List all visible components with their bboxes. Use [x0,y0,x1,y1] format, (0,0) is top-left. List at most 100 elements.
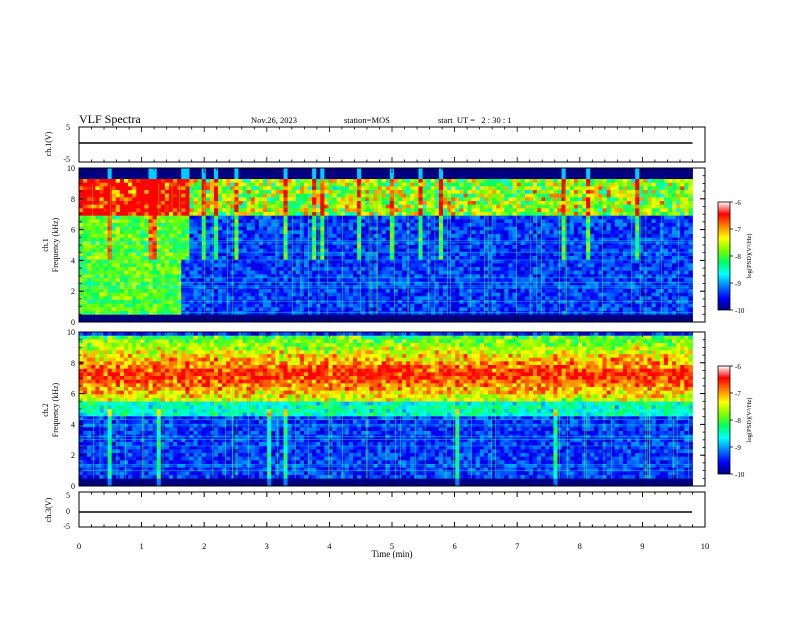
spectrogram-cell [108,293,112,297]
spectrogram-cell [328,256,332,260]
spectrogram-cell [271,186,275,190]
spectrogram-cell [537,208,541,212]
spectrogram-cell [185,208,189,212]
spectrogram-cell [361,300,365,304]
spectrogram-cell [99,172,103,176]
spectrogram-cell [116,304,120,308]
spectrogram-cell [288,296,292,300]
spectrogram-cell [553,190,557,194]
spectrogram-cell [414,315,418,319]
spectrogram-cell [144,267,148,271]
spectrogram-cell [484,315,488,319]
spectrogram-cell [390,186,394,190]
spectrogram-cell [521,241,525,245]
spectrogram-cell [279,315,283,319]
spectrogram-cell [513,168,517,172]
spectrogram-cell [390,256,394,260]
spectrogram-cell [345,216,349,220]
spectrogram-cell [247,179,251,183]
spectrogram-cell [418,186,422,190]
spectrogram-cell [140,307,144,311]
spectrogram-cell [222,252,226,256]
spectrogram-cell [95,216,99,220]
spectrogram-cell [136,183,140,187]
spectrogram-cell [386,256,390,260]
spectrogram-cell [210,216,214,220]
spectrogram-cell [361,252,365,256]
spectrogram-cell [447,256,451,260]
spectrogram-cell [378,300,382,304]
spectrogram-cell [189,197,193,201]
spectrogram-cell [189,256,193,260]
spectrogram-cell [132,300,136,304]
spectrogram-cell [525,219,529,223]
spectrogram-cell [87,315,91,319]
spectrogram-cell [312,223,316,227]
spectrogram-cell [169,278,173,282]
spectrogram-cell [496,168,500,172]
spectrogram-cell [181,263,185,267]
spectrogram-cell [357,179,361,183]
spectrogram-cell [255,179,259,183]
spectrogram-cell [545,175,549,179]
spectrogram-cell [341,223,345,227]
spectrogram-cell [398,238,402,242]
spectrogram-cell [234,311,238,315]
spectrogram-cell [173,241,177,245]
spectrogram-cell [206,267,210,271]
spectrogram-cell [472,201,476,205]
spectrogram-cell [549,190,553,194]
spectrogram-cell [226,271,230,275]
spectrogram-cell [136,252,140,256]
spectrogram-cell [468,300,472,304]
spectrogram-cell [357,300,361,304]
spectrogram-cell [525,201,529,205]
spectrogram-cell [513,175,517,179]
spectrogram-cell [341,304,345,308]
spectrogram-cell [194,227,198,231]
spectrogram-cell [508,256,512,260]
spectrogram-cell [463,205,467,209]
spectrogram-cell [373,241,377,245]
spectrogram-cell [218,201,222,205]
spectrogram-cell [525,307,529,311]
spectrogram-cell [288,183,292,187]
spectrogram-cell [79,190,83,194]
spectrogram-cell [91,315,95,319]
spectrogram-cell [128,197,132,201]
spectrogram-cell [153,263,157,267]
spectrogram-cell [116,172,120,176]
spectrogram-cell [439,289,443,293]
spectrogram-cell [468,267,472,271]
spectrogram-cell [87,252,91,256]
spectrogram-cell [300,230,304,234]
spectrogram-cell [508,304,512,308]
spectrogram-cell [140,197,144,201]
spectrogram-cell [198,238,202,242]
spectrogram-cell [267,219,271,223]
spectrogram-cell [517,252,521,256]
spectrogram-cell [300,252,304,256]
spectrogram-cell [443,230,447,234]
spectrogram-cell [214,238,218,242]
spectrogram-cell [369,205,373,209]
spectrogram-cell [91,186,95,190]
spectrogram-cell [144,293,148,297]
spectrogram-cell [120,293,124,297]
spectrogram-cell [165,172,169,176]
spectrogram-cell [500,212,504,216]
spectrogram-cell [484,172,488,176]
spectrogram-cell [271,267,275,271]
spectrogram-cell [496,278,500,282]
spectrogram-cell [288,238,292,242]
spectrogram-cell [165,197,169,201]
spectrogram-cell [480,271,484,275]
spectrogram-cell [308,179,312,183]
spectrogram-cell [492,238,496,242]
spectrogram-cell [120,186,124,190]
spectrogram-cell [333,234,337,238]
spectrogram-cell [304,179,308,183]
spectrogram-cell [312,183,316,187]
spectrogram-cell [439,282,443,286]
spectrogram-cell [136,197,140,201]
